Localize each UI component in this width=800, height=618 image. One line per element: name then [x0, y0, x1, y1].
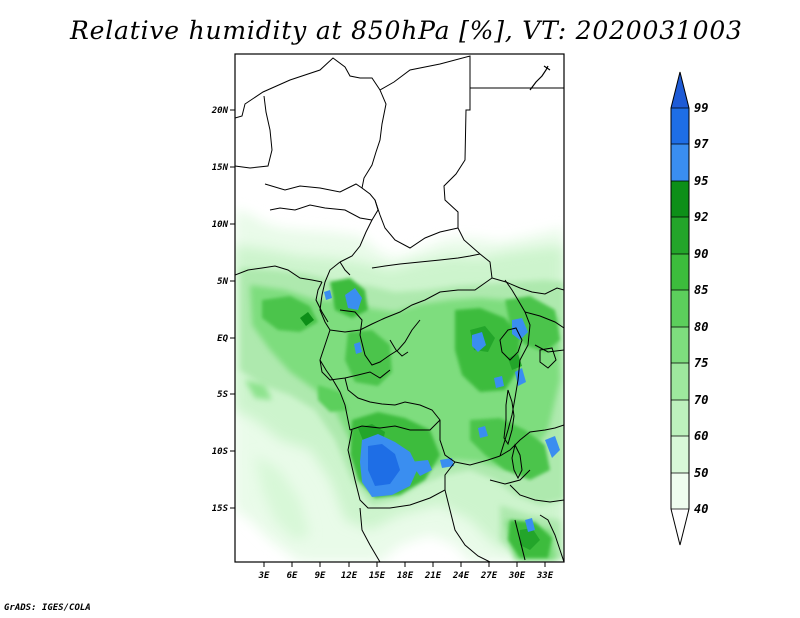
- lon-label-15e: 15E: [369, 571, 386, 581]
- lon-label-30e: 30E: [508, 571, 526, 581]
- lat-label-10s: 10S: [212, 447, 229, 457]
- longitude-axis: 3E 6E 9E 12E 15E 18E 21E 24E 27E 30E 33E: [258, 562, 554, 581]
- country-borders: [235, 55, 564, 562]
- lat-label-eq: EQ: [217, 334, 228, 344]
- colorbar-segment-75-80: [671, 327, 689, 363]
- colorbar-label-75: 75: [694, 356, 708, 370]
- colorbar-label-70: 70: [694, 393, 708, 407]
- lon-label-33e: 33E: [536, 571, 554, 581]
- colorbar-segment-95-97: [671, 144, 689, 181]
- lon-label-6e: 6E: [287, 571, 298, 581]
- colorbar-segment-40-50: [671, 473, 689, 509]
- lon-label-24e: 24E: [452, 571, 470, 581]
- colorbar-label-40: 40: [694, 502, 708, 516]
- coastline-feature: [529, 65, 551, 91]
- colorbar-label-95: 95: [694, 174, 708, 188]
- lat-label-20n: 20N: [211, 106, 229, 116]
- colorbar-label-90: 90: [694, 247, 708, 261]
- colorbar-label-85: 85: [694, 283, 708, 297]
- colorbar-segment-97-99: [671, 108, 689, 144]
- lat-label-5n: 5N: [217, 277, 228, 287]
- lon-label-21e: 21E: [424, 571, 442, 581]
- colorbar-segment-80-85: [671, 290, 689, 327]
- map-panel: 20N 15N 10N 5N EQ 5S 10S 15S: [211, 53, 565, 581]
- colorbar-segment-60-70: [671, 400, 689, 436]
- map-title: Relative humidity at 850hPa [%], VT: 202…: [70, 16, 743, 45]
- colorbar-segment-85-90: [671, 254, 689, 290]
- colorbar-segment-92-95: [671, 181, 689, 217]
- colorbar-label-97: 97: [694, 137, 709, 151]
- colorbar-label-99: 99: [694, 101, 708, 115]
- lon-label-9e: 9E: [315, 571, 326, 581]
- colorbar-top-arrow: [671, 72, 689, 108]
- grads-credit: GrADS: IGES/COLA: [4, 603, 91, 613]
- lon-label-18e: 18E: [397, 571, 414, 581]
- colorbar-label-60: 60: [694, 429, 708, 443]
- lat-label-15s: 15S: [212, 504, 229, 514]
- colorbar-label-80: 80: [694, 320, 708, 334]
- colorbar-label-92: 92: [694, 210, 708, 224]
- colorbar: 99 97 95 92 90 85 80 75 70 60 50 40: [670, 71, 709, 546]
- lat-label-15n: 15N: [212, 163, 229, 173]
- lon-label-27e: 27E: [480, 571, 498, 581]
- lat-label-5s: 5S: [217, 390, 228, 400]
- lon-label-12e: 12E: [341, 571, 358, 581]
- humidity-field: [235, 210, 564, 562]
- colorbar-segment-70-75: [671, 363, 689, 400]
- colorbar-bottom-arrow: [671, 509, 689, 545]
- colorbar-dividers: [671, 107, 689, 510]
- humidity-95-plus: [324, 288, 560, 532]
- latitude-axis: 20N 15N 10N 5N EQ 5S 10S 15S: [211, 106, 235, 514]
- map-frame: [234, 53, 565, 563]
- colorbar-segment-90-92: [671, 217, 689, 254]
- lon-label-3e: 3E: [258, 571, 270, 581]
- lat-label-10n: 10N: [212, 220, 229, 230]
- colorbar-label-50: 50: [694, 466, 708, 480]
- colorbar-segment-50-60: [671, 436, 689, 473]
